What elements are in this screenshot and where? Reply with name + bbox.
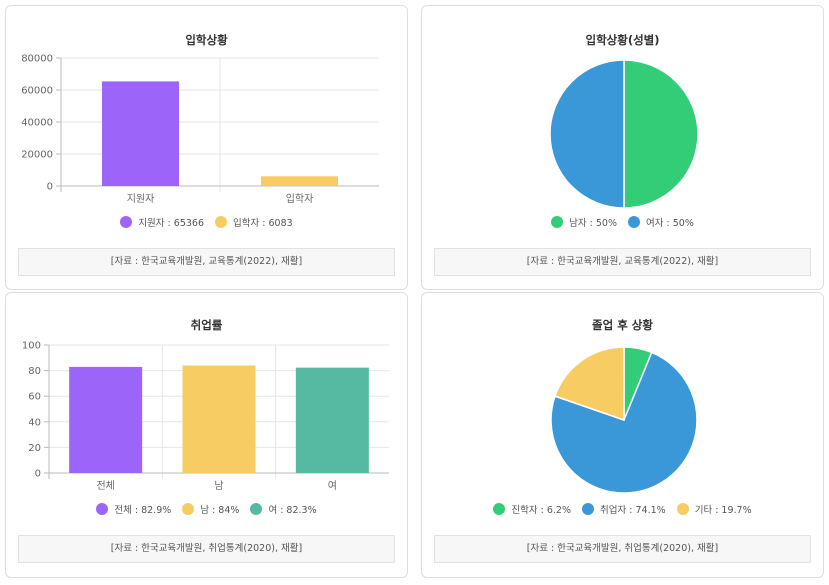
y-tick-label: 0: [47, 182, 53, 193]
legend-swatch: [96, 503, 109, 515]
x-tick-label: 남: [214, 480, 223, 492]
admission-gender-panel: 입학상황(성별) 남자 : 50% 여자 : 50% [자료 : 한국교육개발원…: [421, 5, 824, 290]
bar-0: [102, 81, 179, 186]
legend-item-female[interactable]: 여자 : 50%: [628, 215, 694, 229]
legend-swatch: [215, 216, 228, 228]
legend-item-applicants[interactable]: 지원자 : 65366: [120, 215, 204, 229]
legend-item-other[interactable]: 기타 : 19.7%: [676, 502, 752, 516]
legend-item-further-study[interactable]: 진학자 : 6.2%: [493, 502, 571, 516]
chart-legend: 남자 : 50% 여자 : 50%: [422, 215, 823, 231]
y-tick-label: 20: [28, 443, 41, 454]
chart-title: 입학상황: [185, 33, 228, 47]
employment-rate-panel: 취업률 0 20 40 60 80 100 전체 남 여 전체 : 82.9% 남 : 84% …: [5, 292, 408, 578]
legend-swatch: [551, 216, 564, 228]
y-tick-label: 60000: [21, 86, 53, 97]
legend-item-female[interactable]: 여 : 82.3%: [250, 502, 317, 516]
employment-bar-chart: 0 20 40 60 80 100 전체 남 여: [22, 341, 389, 492]
gender-pie-chart: [549, 59, 699, 209]
chart-title: 입학상황(성별): [585, 33, 660, 47]
chart-legend: 지원자 : 65366 입학자 : 6083: [6, 215, 407, 231]
bar-0: [69, 366, 143, 473]
legend-label: 입학자 : 6083: [233, 218, 293, 229]
pie-slice-2: [554, 346, 625, 422]
y-tick-label: 80000: [21, 54, 53, 65]
legend-label: 남 : 84%: [200, 505, 240, 516]
y-tick-label: 80: [28, 366, 41, 377]
legend-swatch: [120, 216, 133, 228]
legend-item-total[interactable]: 전체 : 82.9%: [96, 502, 171, 516]
chart-legend: 진학자 : 6.2% 취업자 : 74.1% 기타 : 19.7%: [422, 502, 823, 518]
legend-label: 여자 : 50%: [646, 218, 694, 229]
bar-1: [261, 176, 338, 186]
legend-label: 여 : 82.3%: [268, 505, 317, 516]
x-tick-label: 지원자: [127, 193, 155, 205]
pie-slice-0: [623, 59, 699, 209]
after-graduation-panel: 졸업 후 상황 진학자 : 6.2% 취업자 : 74.1% 기타 : 19.7…: [421, 292, 824, 578]
y-tick-label: 60: [28, 392, 41, 403]
source-note: [자료 : 한국교육개발원, 교육통계(2022), 재활]: [434, 248, 811, 276]
legend-label: 남자 : 50%: [569, 218, 617, 229]
y-tick-label: 40: [28, 417, 41, 428]
legend-item-employed[interactable]: 취업자 : 74.1%: [582, 502, 666, 516]
y-tick-label: 100: [22, 341, 41, 352]
chart-title: 졸업 후 상황: [592, 318, 653, 332]
y-tick-label: 40000: [21, 118, 53, 129]
pie-slice-1: [549, 59, 625, 209]
legend-label: 진학자 : 6.2%: [511, 505, 571, 516]
legend-label: 기타 : 19.7%: [694, 505, 752, 516]
legend-swatch: [182, 503, 195, 515]
legend-item-male[interactable]: 남 : 84%: [182, 502, 239, 516]
chart-legend: 전체 : 82.9% 남 : 84% 여 : 82.3%: [6, 502, 407, 518]
admission-panel: 입학상황 0 20000 40000 60000 80000 지원자 입학자 지원자 : 6…: [5, 5, 408, 290]
legend-item-male[interactable]: 남자 : 50%: [551, 215, 617, 229]
legend-label: 지원자 : 65366: [138, 218, 204, 229]
bar-2: [295, 367, 369, 473]
source-note: [자료 : 한국교육개발원, 취업통계(2020), 재활]: [18, 535, 395, 563]
pie-slice-1: [550, 351, 698, 494]
x-tick-label: 입학자: [286, 192, 314, 205]
legend-swatch: [628, 216, 641, 228]
legend-item-admitted[interactable]: 입학자 : 6083: [215, 215, 293, 229]
y-tick-label: 0: [35, 469, 41, 480]
legend-swatch: [250, 503, 263, 515]
x-tick-label: 전체: [96, 480, 114, 492]
bar-1: [182, 365, 256, 473]
legend-swatch: [676, 503, 689, 515]
after-graduation-pie-chart: [550, 346, 698, 494]
source-note: [자료 : 한국교육개발원, 취업통계(2020), 재활]: [434, 535, 811, 563]
source-note: [자료 : 한국교육개발원, 교육통계(2022), 재활]: [18, 248, 395, 276]
legend-swatch: [493, 503, 506, 515]
legend-swatch: [582, 503, 595, 515]
legend-label: 전체 : 82.9%: [114, 505, 172, 516]
legend-label: 취업자 : 74.1%: [600, 505, 666, 516]
admission-bar-chart: 0 20000 40000 60000 80000 지원자 입학자: [21, 54, 379, 205]
y-tick-label: 20000: [21, 150, 53, 161]
chart-title: 취업률: [190, 318, 223, 332]
x-tick-label: 여: [328, 480, 337, 492]
